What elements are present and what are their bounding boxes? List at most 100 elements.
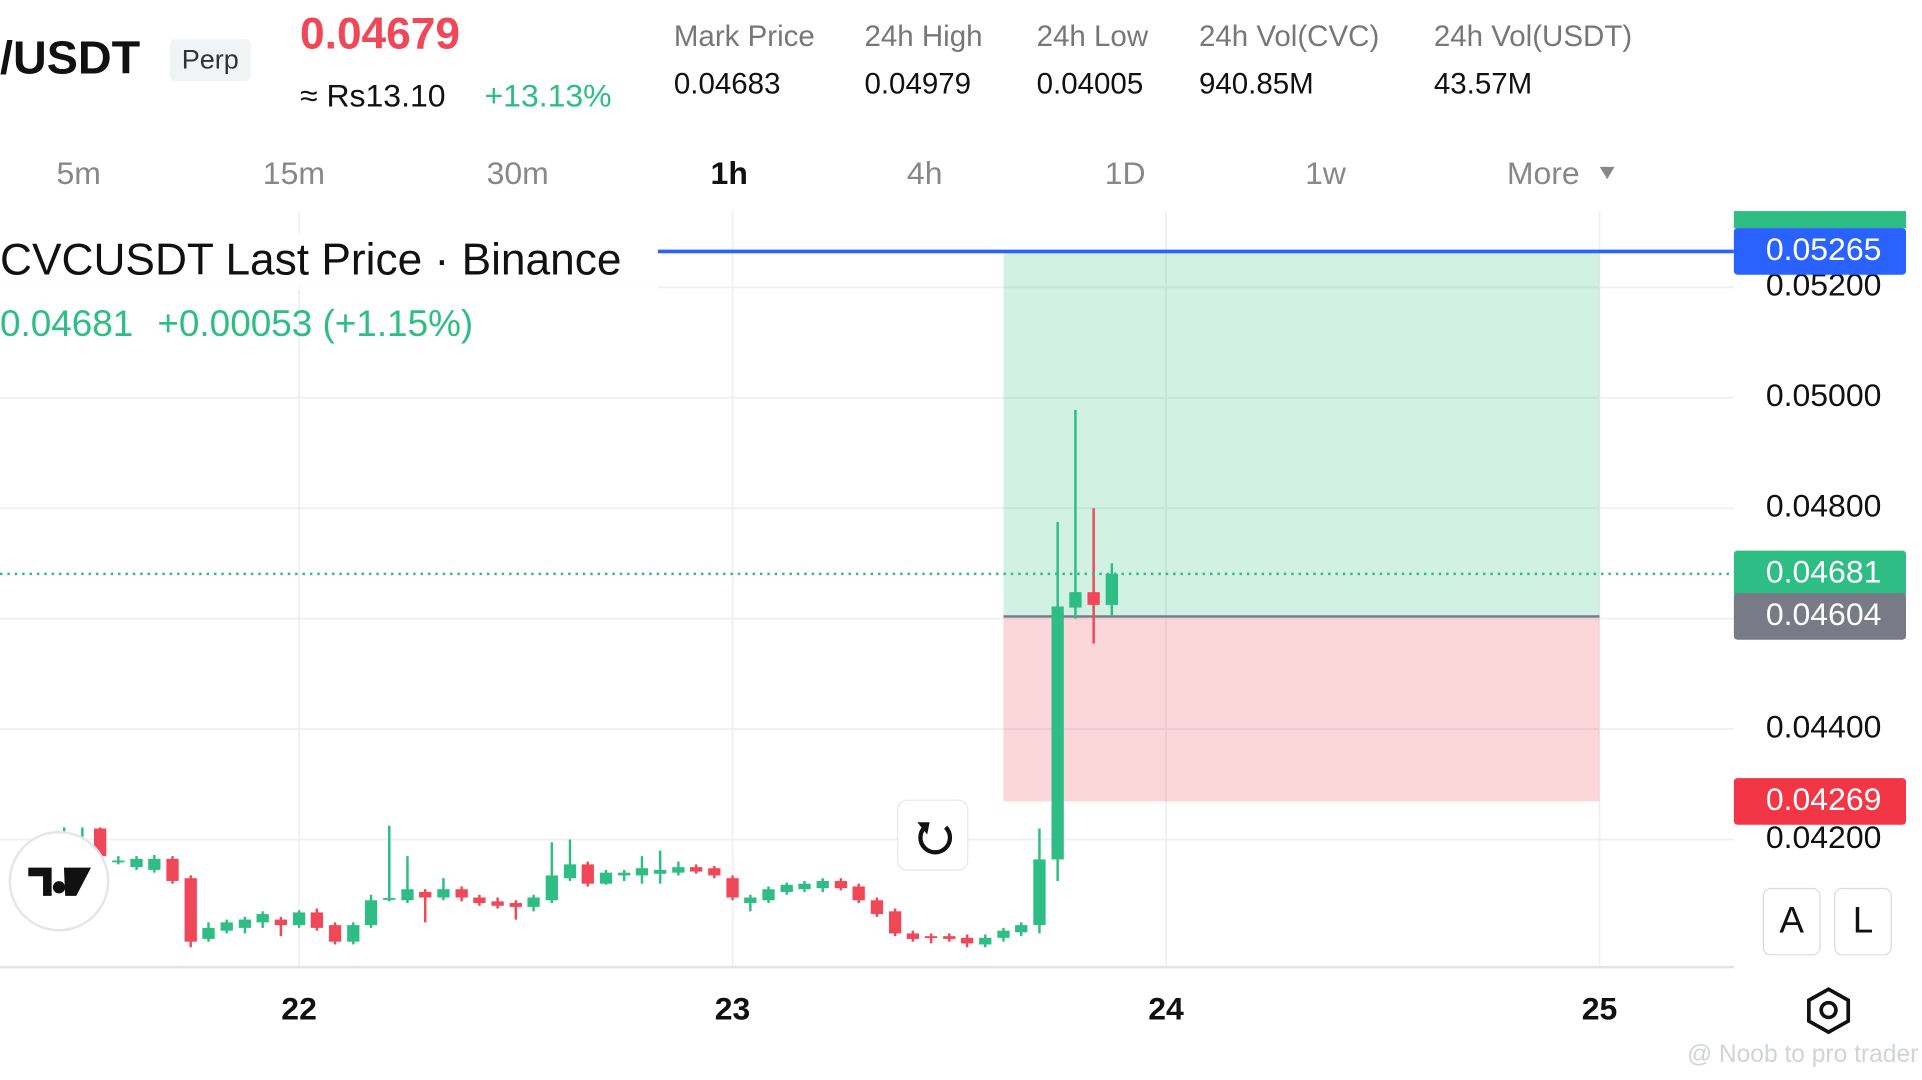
candle-body	[274, 919, 288, 926]
x-tick-label: 25	[1582, 991, 1618, 1027]
last-price-badge-bg	[1733, 550, 1907, 598]
reset-arrow	[917, 822, 930, 835]
stop-badge: 0.04269	[1766, 781, 1882, 817]
candle-body	[960, 937, 974, 944]
candle-body	[906, 933, 920, 939]
chart-title: CVCUSDT Last Price · Binance	[0, 235, 622, 284]
tag-bg	[169, 39, 251, 81]
stat-label: 24h Low	[1037, 20, 1149, 53]
settings-icon[interactable]	[1807, 987, 1851, 1035]
candle-body	[1015, 925, 1028, 933]
watermark: @ Noob to pro trader	[1687, 1041, 1918, 1068]
scale-button-label: A	[1779, 900, 1804, 941]
timeframe-tab[interactable]: More	[1507, 155, 1580, 191]
candle-body	[419, 891, 432, 898]
target-badge: 0.05265	[1766, 231, 1882, 267]
candle-body	[527, 897, 540, 907]
candle-body	[148, 858, 161, 870]
candle-body	[997, 930, 1010, 938]
candle-body	[924, 936, 938, 939]
candle-body	[238, 919, 252, 928]
stat-value: 940.85M	[1199, 68, 1314, 101]
candle-body	[852, 886, 865, 901]
candle-body	[618, 872, 631, 876]
timeframe-tab[interactable]: 4h	[907, 155, 943, 191]
last-price: 0.04679	[300, 10, 460, 59]
entry-badge: 0.04604	[1766, 596, 1882, 632]
candle-body	[599, 872, 613, 884]
y-tick-label: 0.05000	[1766, 377, 1882, 413]
tv-logo-dot	[52, 881, 66, 894]
candle-body	[870, 900, 884, 915]
legend-bg	[0, 233, 658, 290]
candle-body	[292, 912, 306, 926]
candle-body	[545, 875, 558, 901]
candle-body	[112, 860, 125, 863]
candle-body	[347, 925, 360, 942]
stat-value: 0.04683	[674, 68, 781, 101]
settings-icon-center	[1819, 1000, 1838, 1020]
stop-badge-bg	[1733, 778, 1907, 825]
candle-body	[798, 883, 811, 890]
y-tick-label: 0.04200	[1766, 819, 1882, 855]
timeframe-tab[interactable]: 1h	[711, 155, 748, 191]
candle-body	[581, 864, 594, 884]
price-change: +13.13%	[484, 78, 611, 114]
stat-label: Mark Price	[674, 20, 815, 53]
tv-logo-mark	[28, 867, 91, 896]
candle-body	[256, 914, 269, 923]
scale-button[interactable]	[1762, 887, 1821, 956]
scale-button-label: L	[1853, 900, 1874, 941]
ui-layer: /USDT Perp 0.04679 ≈ Rs13.10 +13.13% @ N…	[0, 10, 1918, 1068]
timeframe-tab[interactable]: 30m	[487, 155, 549, 191]
candle-body	[563, 864, 577, 879]
candle-body	[401, 889, 414, 901]
candle-body	[654, 869, 667, 874]
candle-body	[491, 901, 504, 906]
candle-body	[328, 925, 342, 942]
candle-body	[943, 936, 956, 939]
scale-button[interactable]	[1834, 887, 1892, 956]
candle-body	[888, 911, 902, 934]
candle-body	[202, 927, 215, 939]
stat-value: 0.04979	[864, 68, 971, 101]
timeframe-tab[interactable]: 15m	[263, 155, 325, 191]
candle-body	[744, 897, 757, 904]
tv-logo[interactable]	[8, 830, 110, 932]
candle-body	[1051, 606, 1064, 860]
badge-backing	[1733, 211, 1907, 229]
legend-change: +0.00053 (+1.15%)	[157, 303, 473, 344]
x-tick-label: 24	[1148, 991, 1184, 1027]
stat-label: 24h Vol(USDT)	[1434, 20, 1632, 53]
reset-button[interactable]	[897, 799, 969, 871]
profit-zone	[1003, 251, 1600, 617]
perp-tag: Perp	[182, 45, 239, 75]
candle-body	[708, 868, 721, 876]
candle-body	[1033, 859, 1046, 926]
legend-price: 0.04681	[0, 303, 133, 344]
y-tick-label: 0.04800	[1766, 488, 1882, 524]
candle-body	[1087, 592, 1100, 605]
timeframe-tab[interactable]: 5m	[56, 155, 100, 191]
candle-body	[834, 880, 848, 889]
last-price-badge: 0.04681	[1766, 553, 1882, 589]
candle-body	[780, 884, 793, 892]
candle-body	[1069, 592, 1082, 608]
x-tick-label: 23	[715, 991, 751, 1027]
candle-body	[455, 889, 468, 898]
timeframe-tab[interactable]: 1D	[1105, 155, 1146, 191]
target-badge-bg	[1733, 228, 1907, 275]
stat-value: 43.57M	[1434, 68, 1532, 101]
candle-body	[672, 867, 685, 873]
candle-body	[689, 867, 703, 872]
candle-body	[220, 922, 233, 931]
timeframe-tab[interactable]: 1w	[1305, 155, 1347, 191]
candle-body	[310, 912, 324, 928]
candle-body	[184, 878, 197, 942]
y-tick-label: 0.04400	[1766, 709, 1882, 745]
stat-value: 0.04005	[1037, 68, 1144, 101]
stat-label: 24h Vol(CVC)	[1199, 20, 1379, 53]
